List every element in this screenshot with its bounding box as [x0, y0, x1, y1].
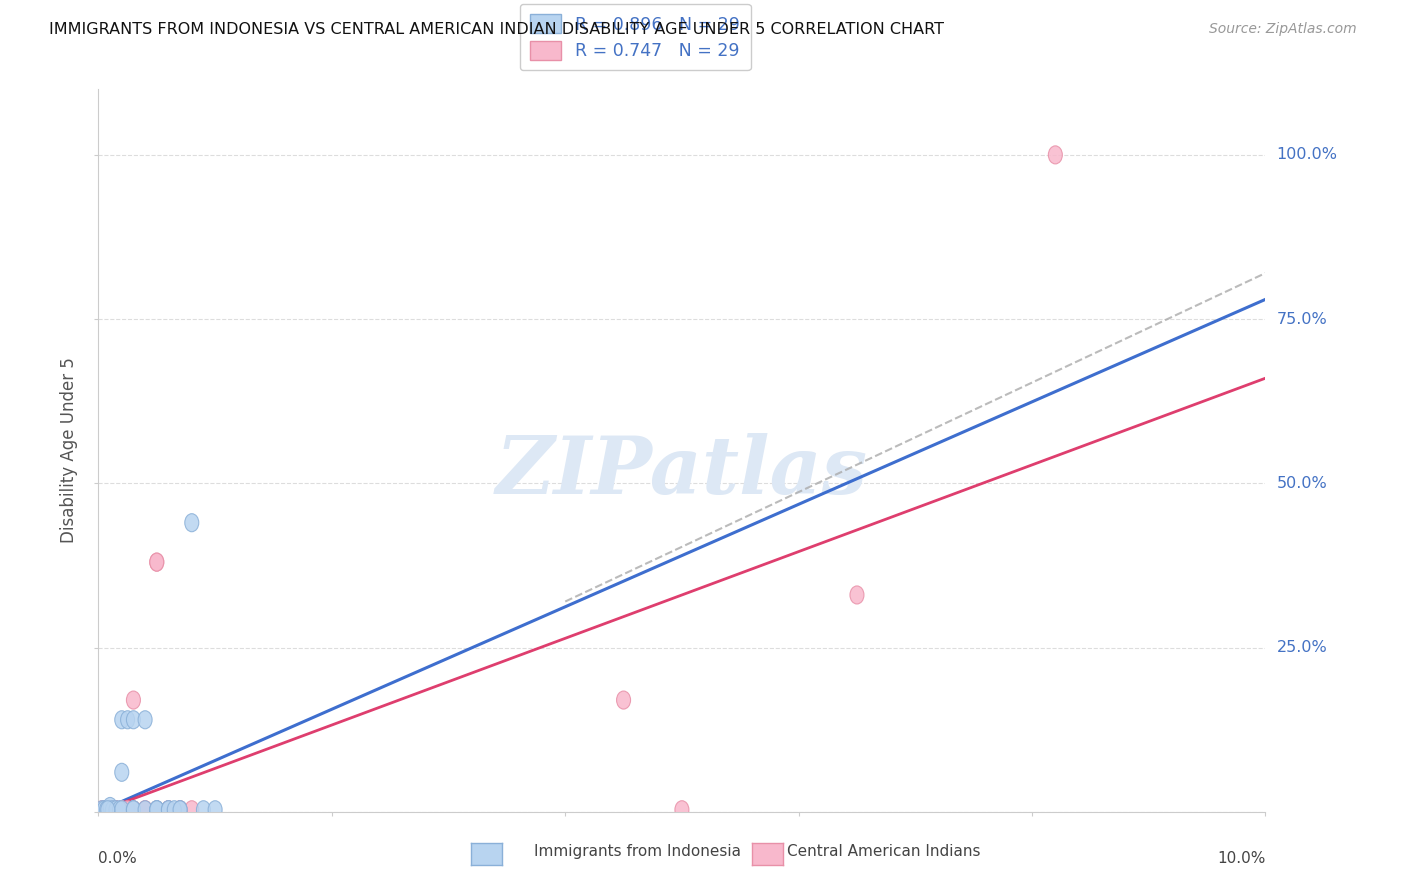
Ellipse shape [173, 801, 187, 819]
Ellipse shape [108, 801, 122, 819]
Ellipse shape [105, 801, 120, 819]
Ellipse shape [167, 801, 181, 819]
Ellipse shape [121, 711, 135, 729]
Ellipse shape [97, 801, 111, 819]
Y-axis label: Disability Age Under 5: Disability Age Under 5 [60, 358, 79, 543]
Ellipse shape [150, 553, 163, 571]
Ellipse shape [150, 801, 163, 819]
Ellipse shape [121, 801, 135, 819]
Text: Source: ZipAtlas.com: Source: ZipAtlas.com [1209, 22, 1357, 37]
Ellipse shape [115, 801, 129, 819]
Ellipse shape [1049, 146, 1063, 164]
Ellipse shape [112, 801, 127, 819]
Ellipse shape [103, 801, 117, 819]
Ellipse shape [150, 801, 163, 819]
Ellipse shape [851, 586, 863, 604]
Ellipse shape [162, 801, 176, 819]
Ellipse shape [101, 801, 115, 819]
Text: 0.0%: 0.0% [98, 852, 138, 866]
Text: 10.0%: 10.0% [1218, 852, 1265, 866]
Ellipse shape [208, 801, 222, 819]
Ellipse shape [150, 553, 163, 571]
Text: ZIPatlas: ZIPatlas [496, 434, 868, 511]
Ellipse shape [127, 801, 141, 819]
Ellipse shape [105, 801, 120, 819]
Text: IMMIGRANTS FROM INDONESIA VS CENTRAL AMERICAN INDIAN DISABILITY AGE UNDER 5 CORR: IMMIGRANTS FROM INDONESIA VS CENTRAL AME… [49, 22, 945, 37]
Ellipse shape [100, 801, 114, 819]
Legend: R = 0.896   N = 29, R = 0.747   N = 29: R = 0.896 N = 29, R = 0.747 N = 29 [520, 4, 751, 70]
Ellipse shape [675, 801, 689, 819]
Ellipse shape [115, 801, 129, 819]
Text: 50.0%: 50.0% [1277, 475, 1327, 491]
Ellipse shape [162, 801, 176, 819]
Ellipse shape [162, 801, 176, 819]
Text: 25.0%: 25.0% [1277, 640, 1327, 655]
Ellipse shape [96, 801, 108, 819]
Ellipse shape [127, 711, 141, 729]
Ellipse shape [100, 801, 114, 819]
Ellipse shape [97, 801, 111, 819]
Text: Central American Indians: Central American Indians [787, 845, 981, 859]
Ellipse shape [96, 801, 108, 819]
Text: 75.0%: 75.0% [1277, 311, 1327, 326]
Ellipse shape [184, 514, 198, 532]
Ellipse shape [138, 711, 152, 729]
Ellipse shape [138, 801, 152, 819]
Ellipse shape [127, 801, 141, 819]
Text: 100.0%: 100.0% [1277, 147, 1337, 162]
Ellipse shape [103, 797, 117, 815]
Ellipse shape [150, 801, 163, 819]
Ellipse shape [115, 801, 129, 819]
Ellipse shape [138, 801, 152, 819]
Ellipse shape [173, 801, 187, 819]
Ellipse shape [101, 801, 115, 819]
Ellipse shape [150, 801, 163, 819]
Ellipse shape [115, 711, 129, 729]
Ellipse shape [173, 801, 187, 819]
Text: Immigrants from Indonesia: Immigrants from Indonesia [534, 845, 741, 859]
Ellipse shape [103, 801, 117, 819]
Ellipse shape [138, 801, 152, 819]
Ellipse shape [127, 801, 141, 819]
Ellipse shape [115, 764, 129, 781]
Ellipse shape [103, 801, 117, 819]
Ellipse shape [173, 801, 187, 819]
Ellipse shape [127, 691, 141, 709]
Ellipse shape [108, 801, 122, 819]
Ellipse shape [162, 801, 176, 819]
Ellipse shape [127, 801, 141, 819]
Ellipse shape [617, 691, 630, 709]
Ellipse shape [184, 801, 198, 819]
Ellipse shape [108, 801, 122, 819]
Ellipse shape [197, 801, 211, 819]
